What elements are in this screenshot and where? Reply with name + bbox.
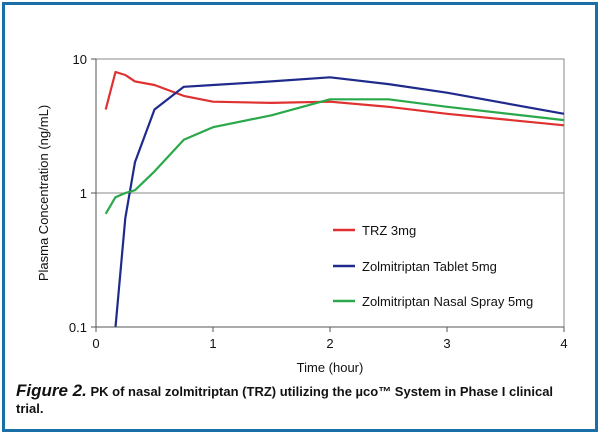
legend-label-1: TRZ 3mg [362, 223, 416, 238]
series-line-3 [104, 98, 565, 215]
legend-label-2: Zolmitriptan Tablet 5mg [362, 259, 497, 274]
y-axis-label: Plasma Concentration (ng/mL) [36, 105, 51, 281]
x-tick-label: 2 [326, 336, 333, 351]
x-axis-label: Time (hour) [297, 360, 364, 375]
figure-label: Figure 2. [16, 381, 87, 400]
series-line-2 [114, 76, 565, 328]
y-tick-labels: 0.1 1 10 [69, 52, 96, 335]
y-tick-label: 1 [80, 186, 87, 201]
x-tick-labels: 0 1 2 3 4 [92, 327, 568, 351]
chart: 0 1 2 3 4 0.1 1 10 Time (hour) Plasma Concentr… [36, 52, 568, 375]
x-tick-label: 3 [443, 336, 450, 351]
y-tick-label: 0.1 [69, 320, 87, 335]
x-tick-label: 0 [92, 336, 99, 351]
legend-label-3: Zolmitriptan Nasal Spray 5mg [362, 294, 533, 309]
y-tick-label: 10 [73, 52, 87, 67]
caption-text: PK of nasal zolmitriptan (TRZ) utilizing… [16, 384, 554, 416]
x-tick-label: 1 [209, 336, 216, 351]
x-tick-label: 4 [560, 336, 567, 351]
series-layer [104, 70, 565, 328]
series-line-1 [104, 70, 565, 127]
figure-caption: Figure 2. PK of nasal zolmitriptan (TRZ)… [16, 382, 576, 417]
legend: TRZ 3mg Zolmitriptan Tablet 5mg Zolmitript… [333, 223, 533, 309]
